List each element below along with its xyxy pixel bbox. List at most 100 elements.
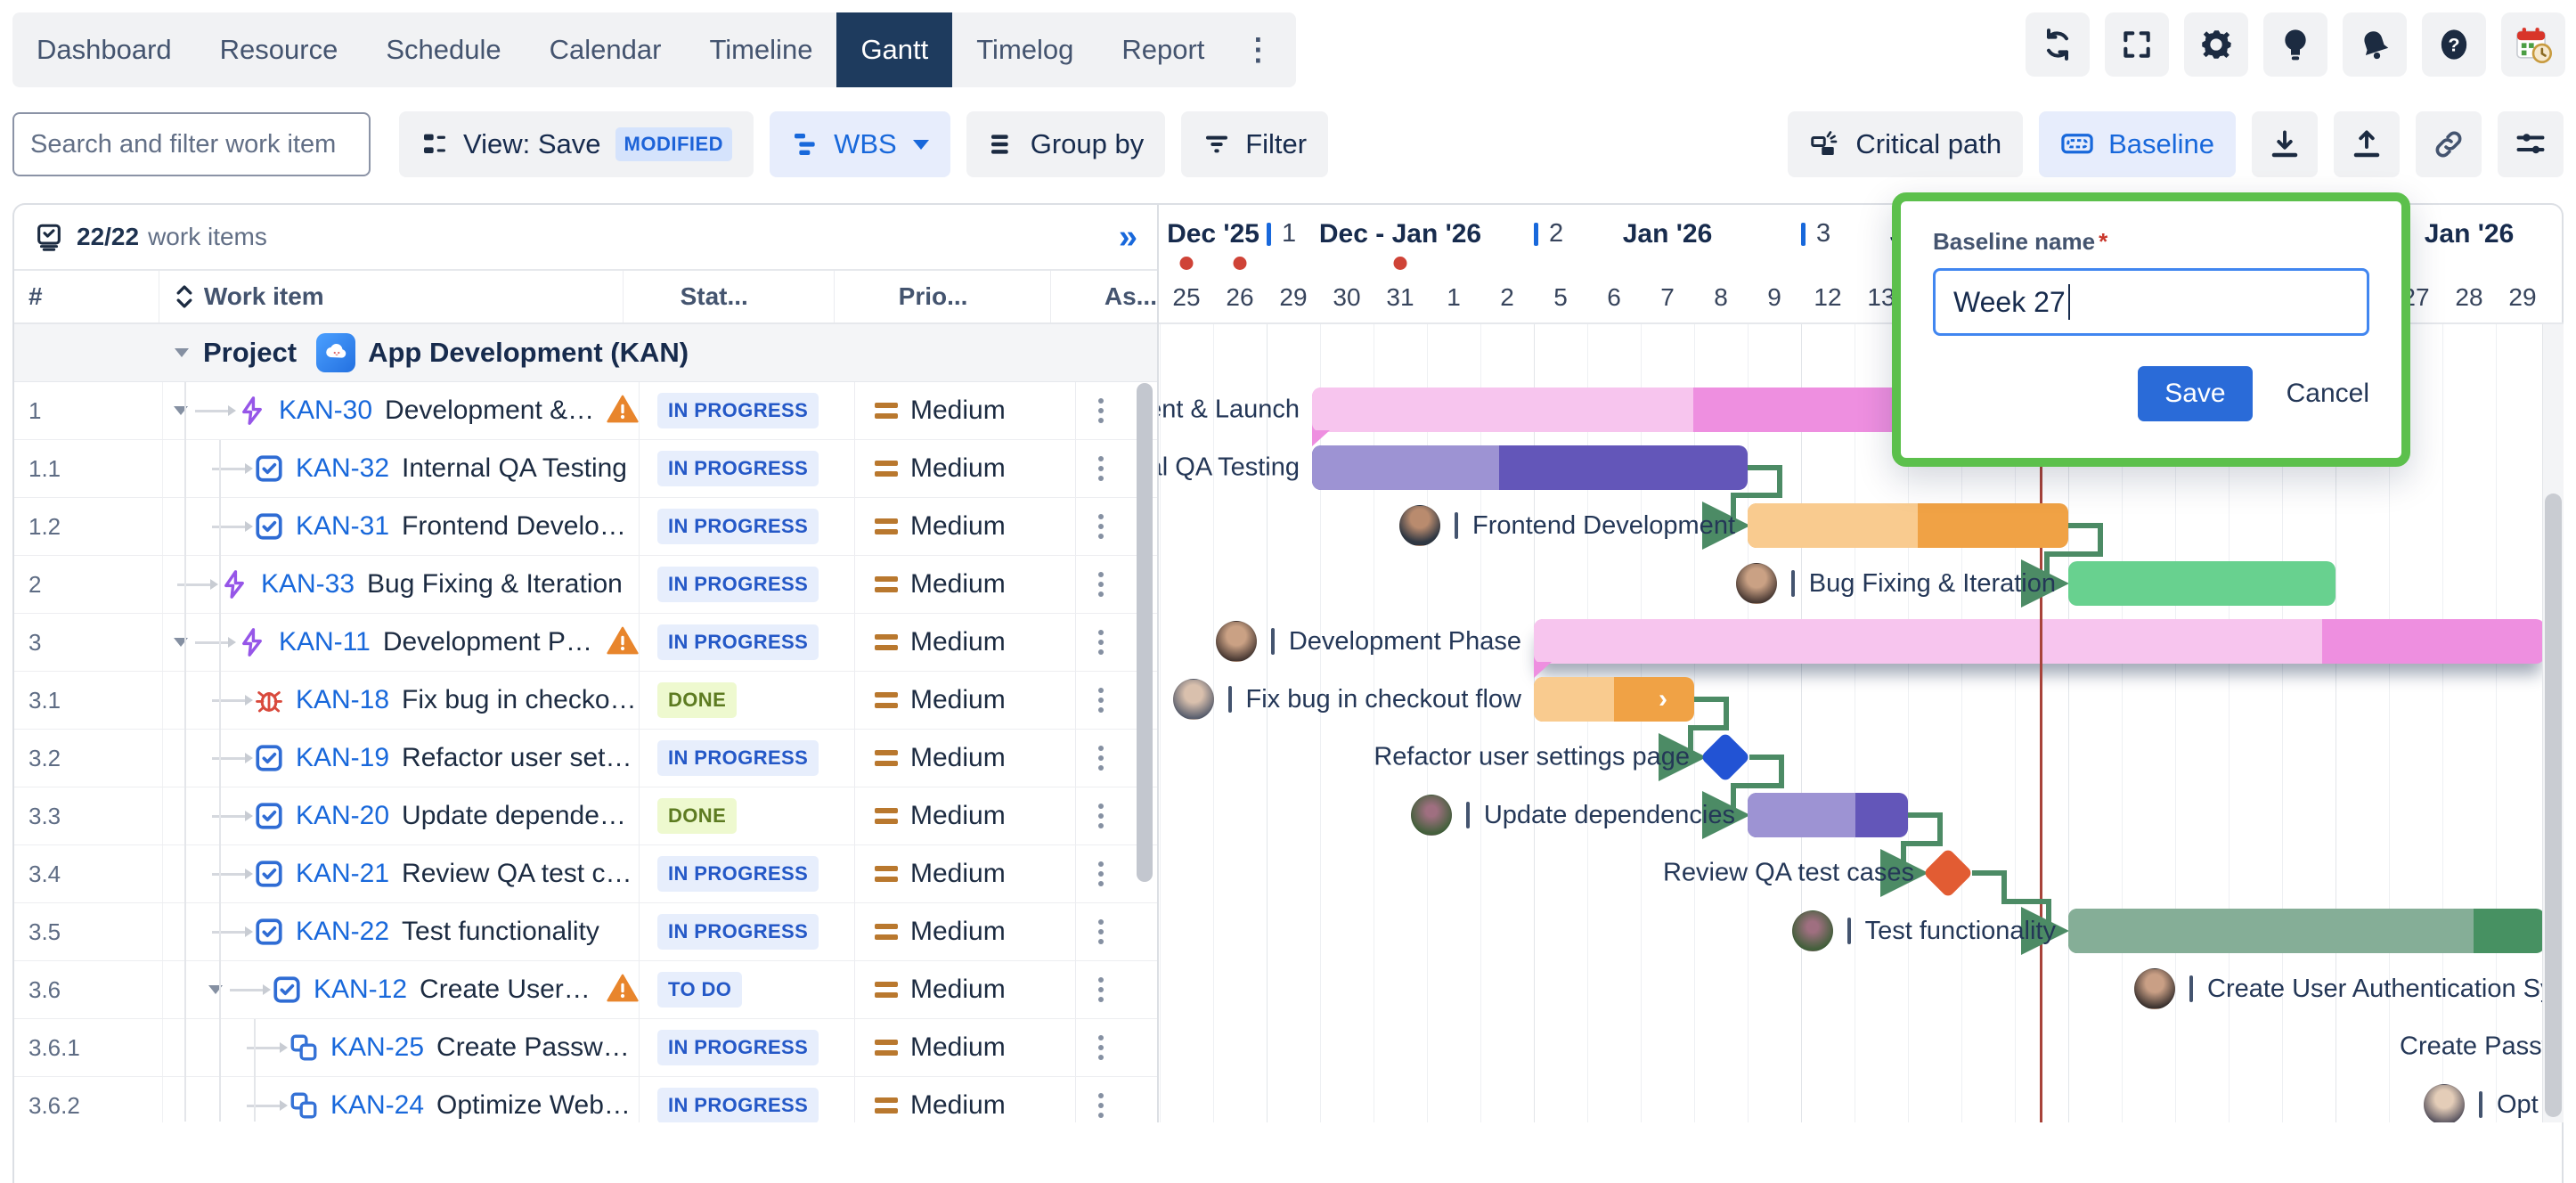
wbs-dropdown[interactable]: WBS bbox=[770, 111, 950, 177]
work-item-key[interactable]: KAN-18 bbox=[296, 685, 390, 714]
table-row[interactable]: 3.6.1 KAN-25 Create Passw… IN PROGRESS M… bbox=[14, 1019, 1157, 1077]
work-item-key[interactable]: KAN-22 bbox=[296, 917, 390, 946]
search-box[interactable] bbox=[12, 112, 371, 176]
gantt-scrollbar-thumb[interactable] bbox=[2545, 494, 2562, 1117]
status-badge[interactable]: TO DO bbox=[657, 972, 743, 1008]
work-item-key[interactable]: KAN-30 bbox=[279, 396, 373, 425]
nav-tab-schedule[interactable]: Schedule bbox=[386, 34, 501, 65]
baseline-button[interactable]: Baseline bbox=[2039, 111, 2236, 177]
status-badge[interactable]: IN PROGRESS bbox=[657, 624, 819, 660]
status-badge[interactable]: IN PROGRESS bbox=[657, 509, 819, 544]
fullscreen-button[interactable] bbox=[2105, 12, 2169, 77]
row-expand-chevron-icon[interactable] bbox=[174, 638, 188, 647]
gantt-bar-kan-18[interactable]: › bbox=[1534, 677, 1694, 722]
row-menu-button[interactable] bbox=[1076, 498, 1126, 555]
row-menu-button[interactable] bbox=[1076, 730, 1126, 787]
table-row[interactable]: 1.2 KAN-31 Frontend Development IN PROGR… bbox=[14, 498, 1157, 556]
help-button[interactable]: ? bbox=[2422, 12, 2486, 77]
column-priority[interactable]: Prio... bbox=[835, 271, 1051, 322]
nav-tab-report[interactable]: Report bbox=[1121, 34, 1205, 65]
table-row[interactable]: 3.2 KAN-19 Refactor user settings page I… bbox=[14, 730, 1157, 787]
share-link-button[interactable] bbox=[2416, 111, 2482, 177]
row-menu-button[interactable] bbox=[1076, 903, 1126, 960]
status-badge[interactable]: DONE bbox=[657, 798, 738, 834]
nav-tab-timelog[interactable]: Timelog bbox=[976, 34, 1074, 65]
status-badge[interactable]: IN PROGRESS bbox=[657, 740, 819, 776]
table-row[interactable]: 2 KAN-33 Bug Fixing & Iteration IN PROGR… bbox=[14, 556, 1157, 614]
nav-tab-resource[interactable]: Resource bbox=[219, 34, 338, 65]
nav-tab-calendar[interactable]: Calendar bbox=[549, 34, 662, 65]
row-menu-button[interactable] bbox=[1076, 1019, 1126, 1076]
nav-tab-dashboard[interactable]: Dashboard bbox=[37, 34, 172, 65]
import-button[interactable] bbox=[2252, 111, 2318, 177]
row-expand-chevron-icon[interactable] bbox=[208, 985, 223, 994]
save-button[interactable]: Save bbox=[2138, 366, 2253, 421]
tips-button[interactable] bbox=[2263, 12, 2327, 77]
project-row[interactable]: Project App Development (KAN) bbox=[14, 324, 1157, 382]
work-item-scrollbar[interactable] bbox=[1137, 383, 1153, 882]
row-expand-chevron-icon[interactable] bbox=[174, 406, 188, 415]
table-row[interactable]: 3 KAN-11 Development Phase IN PROGRESS M… bbox=[14, 614, 1157, 672]
column-status[interactable]: Stat... bbox=[624, 271, 835, 322]
filter-button[interactable]: Filter bbox=[1181, 111, 1329, 177]
notifications-button[interactable] bbox=[2343, 12, 2407, 77]
nav-tab-gantt[interactable]: Gantt bbox=[836, 12, 953, 87]
column-number[interactable]: # bbox=[14, 271, 159, 322]
gantt-bar-kan-20[interactable] bbox=[1748, 793, 1908, 837]
status-badge[interactable]: IN PROGRESS bbox=[657, 567, 819, 602]
status-badge[interactable]: IN PROGRESS bbox=[657, 393, 819, 428]
assignee-avatar[interactable] bbox=[1172, 679, 1214, 720]
row-menu-button[interactable] bbox=[1076, 961, 1126, 1018]
project-collapse-chevron-icon[interactable] bbox=[175, 348, 189, 357]
critical-path-button[interactable]: Critical path bbox=[1788, 111, 2024, 177]
assignee-avatar[interactable] bbox=[1735, 563, 1777, 604]
table-row[interactable]: 3.5 KAN-22 Test functionality IN PROGRES… bbox=[14, 903, 1157, 961]
work-item-key[interactable]: KAN-12 bbox=[314, 975, 408, 1004]
table-row[interactable]: 3.6 KAN-12 Create User Authentication Sy… bbox=[14, 961, 1157, 1019]
status-badge[interactable]: IN PROGRESS bbox=[657, 1088, 819, 1122]
row-menu-button[interactable] bbox=[1076, 556, 1126, 613]
view-save-button[interactable]: View: Save MODIFIED bbox=[399, 111, 754, 177]
assignee-avatar[interactable] bbox=[2134, 968, 2175, 1009]
expand-panel-button[interactable]: » bbox=[1118, 218, 1137, 256]
table-row[interactable]: 1.1 KAN-32 Internal QA Testing IN PROGRE… bbox=[14, 440, 1157, 498]
gantt-bar-kan-31[interactable] bbox=[1748, 503, 2068, 548]
assignee-avatar[interactable] bbox=[1791, 910, 1833, 951]
work-item-key[interactable]: KAN-33 bbox=[261, 569, 355, 599]
row-menu-button[interactable] bbox=[1076, 1077, 1126, 1122]
work-item-key[interactable]: KAN-11 bbox=[279, 627, 371, 657]
row-menu-button[interactable] bbox=[1076, 382, 1126, 439]
export-button[interactable] bbox=[2334, 111, 2400, 177]
gantt-bar-kan-22[interactable] bbox=[2068, 909, 2545, 953]
status-badge[interactable]: IN PROGRESS bbox=[657, 856, 819, 892]
table-row[interactable]: 3.4 KAN-21 Review QA test cases IN PROGR… bbox=[14, 845, 1157, 903]
work-item-key[interactable]: KAN-21 bbox=[296, 859, 390, 888]
app-logo-button[interactable] bbox=[2501, 12, 2565, 77]
status-badge[interactable]: IN PROGRESS bbox=[657, 1030, 819, 1065]
assignee-avatar[interactable] bbox=[1215, 621, 1257, 662]
table-row[interactable]: 3.1 KAN-18 Fix bug in checkout flow DONE… bbox=[14, 672, 1157, 730]
work-item-key[interactable]: KAN-24 bbox=[330, 1090, 425, 1120]
cancel-button[interactable]: Cancel bbox=[2286, 379, 2369, 408]
status-badge[interactable]: IN PROGRESS bbox=[657, 451, 819, 486]
nav-tab-timeline[interactable]: Timeline bbox=[709, 34, 813, 65]
column-assignee[interactable]: As... bbox=[1104, 282, 1157, 310]
work-item-key[interactable]: KAN-31 bbox=[296, 511, 390, 541]
baseline-name-input[interactable]: Week 27 bbox=[1933, 268, 2369, 336]
table-row[interactable]: 3.6.2 KAN-24 Optimize Web… IN PROGRESS M… bbox=[14, 1077, 1157, 1122]
gantt-bar-kan-11[interactable] bbox=[1534, 619, 2545, 678]
table-row[interactable]: 3.3 KAN-20 Update dependencies DONE Medi… bbox=[14, 787, 1157, 845]
row-menu-button[interactable] bbox=[1076, 845, 1126, 902]
display-settings-button[interactable] bbox=[2498, 111, 2564, 177]
table-row[interactable]: 1 KAN-30 Development & Launch IN PROGRES… bbox=[14, 382, 1157, 440]
gantt-bar-kan-32[interactable] bbox=[1312, 445, 1748, 490]
assignee-avatar[interactable] bbox=[2424, 1084, 2465, 1122]
refresh-button[interactable] bbox=[2026, 12, 2090, 77]
gantt-bar-kan-33[interactable] bbox=[2068, 561, 2336, 606]
settings-button[interactable] bbox=[2184, 12, 2248, 77]
work-item-key[interactable]: KAN-20 bbox=[296, 801, 390, 830]
status-badge[interactable]: IN PROGRESS bbox=[657, 914, 819, 950]
nav-more-icon[interactable]: ⋮ bbox=[1243, 33, 1274, 67]
column-work-item[interactable]: Work item bbox=[159, 271, 624, 322]
status-badge[interactable]: DONE bbox=[657, 682, 738, 718]
